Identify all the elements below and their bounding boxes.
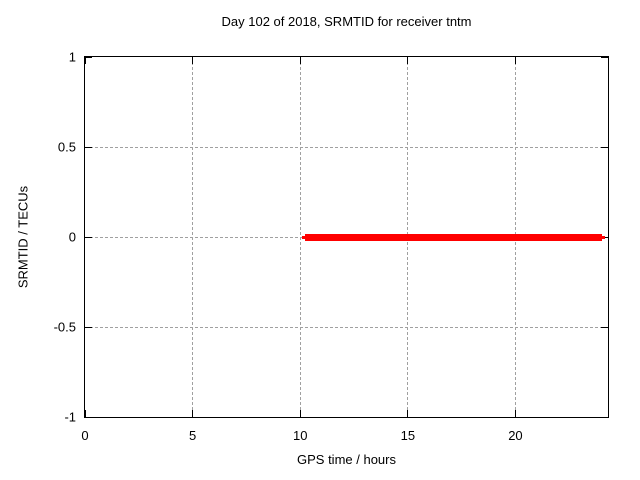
x-tick-mark-top bbox=[407, 57, 409, 64]
x-tick-mark-top bbox=[299, 57, 301, 64]
x-tick-mark-top bbox=[84, 57, 86, 64]
y-tick-label: -1 bbox=[64, 409, 76, 425]
y-tick-label: 0 bbox=[68, 229, 76, 245]
x-tick-mark bbox=[514, 410, 516, 417]
y-tick-label: 0.5 bbox=[57, 139, 76, 155]
x-axis-label: GPS time / hours bbox=[297, 452, 396, 467]
y-tick-mark bbox=[85, 326, 92, 328]
y-tick-label: -0.5 bbox=[53, 319, 76, 335]
y-tick-mark bbox=[85, 146, 92, 148]
series-segment bbox=[304, 233, 602, 241]
chart-title: Day 102 of 2018, SRMTID for receiver tnt… bbox=[221, 14, 472, 29]
x-tick-mark-top bbox=[514, 57, 516, 64]
x-tick-mark-top bbox=[192, 57, 194, 64]
x-tick-label: 0 bbox=[81, 428, 89, 443]
y-tick-mark-right bbox=[601, 326, 608, 328]
grid-line-horizontal bbox=[85, 146, 608, 148]
y-tick-mark-right bbox=[601, 56, 608, 58]
x-tick-mark bbox=[299, 410, 301, 417]
x-tick-mark bbox=[407, 410, 409, 417]
y-tick-label: 1 bbox=[68, 49, 76, 65]
y-tick-mark bbox=[85, 56, 92, 58]
x-tick-label: 15 bbox=[400, 428, 416, 443]
y-tick-mark-right bbox=[601, 416, 608, 418]
x-tick-mark bbox=[84, 410, 86, 417]
y-tick-mark bbox=[85, 416, 92, 418]
grid-line-horizontal bbox=[85, 326, 608, 328]
x-tick-label: 5 bbox=[188, 428, 197, 443]
y-axis-label: SRMTID / TECUs bbox=[15, 185, 31, 289]
plot-area: 0 5 10 15 20 -1 -0.5 0 0.5 1 bbox=[54, 50, 609, 443]
x-tick-label: 10 bbox=[292, 428, 308, 443]
y-tick-mark bbox=[85, 236, 92, 238]
y-tick-mark-right bbox=[601, 146, 608, 148]
x-tick-mark bbox=[192, 410, 194, 417]
x-tick-label: 20 bbox=[508, 428, 523, 443]
